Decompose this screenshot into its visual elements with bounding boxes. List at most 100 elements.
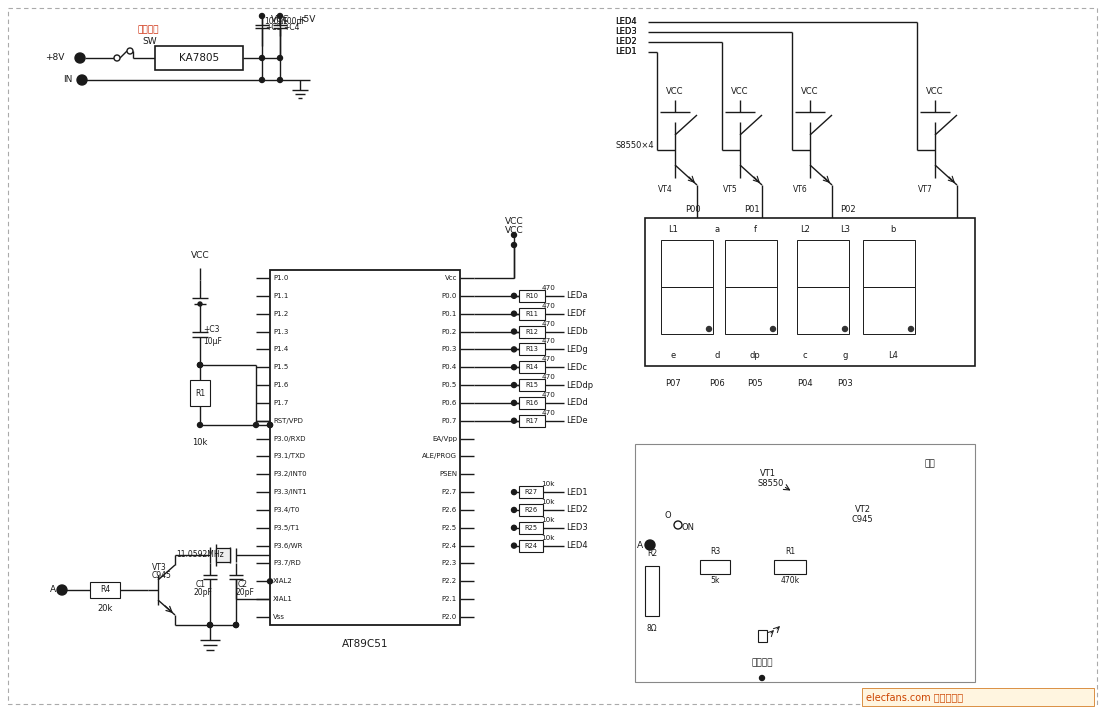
Text: P0.6: P0.6 (442, 400, 457, 406)
Text: XIAL2: XIAL2 (273, 578, 293, 585)
Text: P06: P06 (709, 379, 725, 389)
Text: ON: ON (682, 523, 695, 533)
Text: 20pF: 20pF (193, 588, 212, 597)
Circle shape (512, 243, 516, 248)
Text: 470: 470 (543, 320, 556, 327)
Text: 10k: 10k (192, 438, 208, 447)
Text: P1.6: P1.6 (273, 382, 288, 388)
Text: P2.1: P2.1 (442, 596, 457, 602)
Text: RST/VPD: RST/VPD (273, 418, 303, 424)
Text: 11.0592MHz: 11.0592MHz (176, 550, 224, 559)
Text: 470: 470 (543, 303, 556, 309)
Text: S8550×4: S8550×4 (615, 140, 654, 150)
FancyArrow shape (758, 630, 767, 642)
Text: O: O (665, 511, 672, 520)
Bar (635, 444, 975, 682)
Bar (661, 240, 713, 287)
Text: LEDf: LEDf (566, 309, 586, 318)
Text: P1.4: P1.4 (273, 346, 288, 352)
Circle shape (512, 543, 516, 548)
Text: P2.0: P2.0 (442, 614, 457, 620)
Text: SW: SW (143, 38, 157, 46)
Text: LEDdp: LEDdp (566, 380, 593, 389)
Text: VCC: VCC (801, 87, 819, 96)
Text: 470: 470 (543, 392, 556, 398)
Text: LEDc: LEDc (566, 362, 587, 372)
Text: R10: R10 (526, 293, 538, 299)
Circle shape (277, 78, 283, 83)
Text: R13: R13 (526, 346, 538, 352)
Bar (863, 287, 915, 334)
Circle shape (512, 347, 516, 352)
Text: A: A (636, 540, 643, 550)
Text: VT3: VT3 (152, 562, 167, 572)
Circle shape (267, 579, 273, 584)
Text: IN: IN (63, 75, 72, 85)
Text: P05: P05 (747, 379, 762, 389)
Text: 20k: 20k (97, 604, 113, 613)
Bar (519, 504, 543, 516)
Text: LED2: LED2 (615, 38, 636, 46)
Text: VCC: VCC (732, 87, 749, 96)
Circle shape (908, 327, 914, 332)
Bar (155, 46, 243, 70)
Text: R11: R11 (526, 310, 538, 317)
Circle shape (674, 521, 682, 529)
Text: 10k: 10k (541, 499, 555, 505)
Circle shape (198, 422, 202, 427)
Text: VCC: VCC (271, 15, 290, 24)
Text: P3.0/RXD: P3.0/RXD (273, 436, 305, 441)
Text: PSEN: PSEN (439, 471, 457, 477)
Circle shape (759, 676, 765, 681)
Circle shape (77, 75, 87, 85)
Text: P07: P07 (665, 379, 681, 389)
Text: R3: R3 (709, 547, 720, 556)
Text: P03: P03 (838, 379, 853, 389)
Circle shape (267, 422, 273, 427)
Text: VT4: VT4 (659, 186, 673, 194)
Text: ALE/PROG: ALE/PROG (422, 454, 457, 459)
Text: 10k: 10k (541, 517, 555, 523)
Circle shape (75, 53, 85, 63)
Bar (519, 540, 543, 552)
Text: elecfans.com 电子发烧友: elecfans.com 电子发烧友 (866, 692, 964, 702)
Text: P04: P04 (797, 379, 813, 389)
Bar (519, 361, 545, 373)
Text: LED3: LED3 (566, 523, 588, 533)
Bar (519, 290, 545, 302)
Text: L1: L1 (669, 226, 678, 234)
Bar (863, 240, 915, 287)
Bar (519, 308, 545, 320)
Bar (699, 560, 730, 574)
Text: R17: R17 (526, 418, 538, 424)
Circle shape (512, 329, 516, 334)
Bar (519, 379, 545, 391)
Text: P2.3: P2.3 (442, 560, 457, 567)
Text: VT6: VT6 (793, 186, 808, 194)
Text: P0.3: P0.3 (442, 346, 457, 352)
Bar (519, 414, 545, 426)
Text: C945: C945 (852, 515, 874, 525)
Circle shape (198, 362, 202, 367)
Text: P2.2: P2.2 (442, 578, 457, 585)
Circle shape (842, 327, 848, 332)
Text: VT7: VT7 (918, 186, 933, 194)
Text: 10k: 10k (541, 535, 555, 540)
Text: 10k: 10k (541, 481, 555, 487)
Text: R15: R15 (526, 382, 538, 388)
Text: P01: P01 (744, 206, 760, 214)
Text: LED4: LED4 (566, 541, 588, 550)
Bar (190, 380, 210, 406)
Circle shape (512, 400, 516, 405)
Text: R2: R2 (646, 549, 657, 558)
Text: LEDd: LEDd (566, 399, 588, 407)
Text: 20pF: 20pF (236, 588, 255, 597)
Text: LED3: LED3 (615, 28, 636, 36)
Circle shape (512, 418, 516, 423)
Text: LED3: LED3 (615, 28, 636, 36)
Text: 10μF: 10μF (203, 337, 222, 347)
Text: P2.7: P2.7 (442, 489, 457, 495)
Text: f: f (754, 226, 757, 234)
Text: R26: R26 (525, 507, 537, 513)
Bar (661, 287, 713, 334)
